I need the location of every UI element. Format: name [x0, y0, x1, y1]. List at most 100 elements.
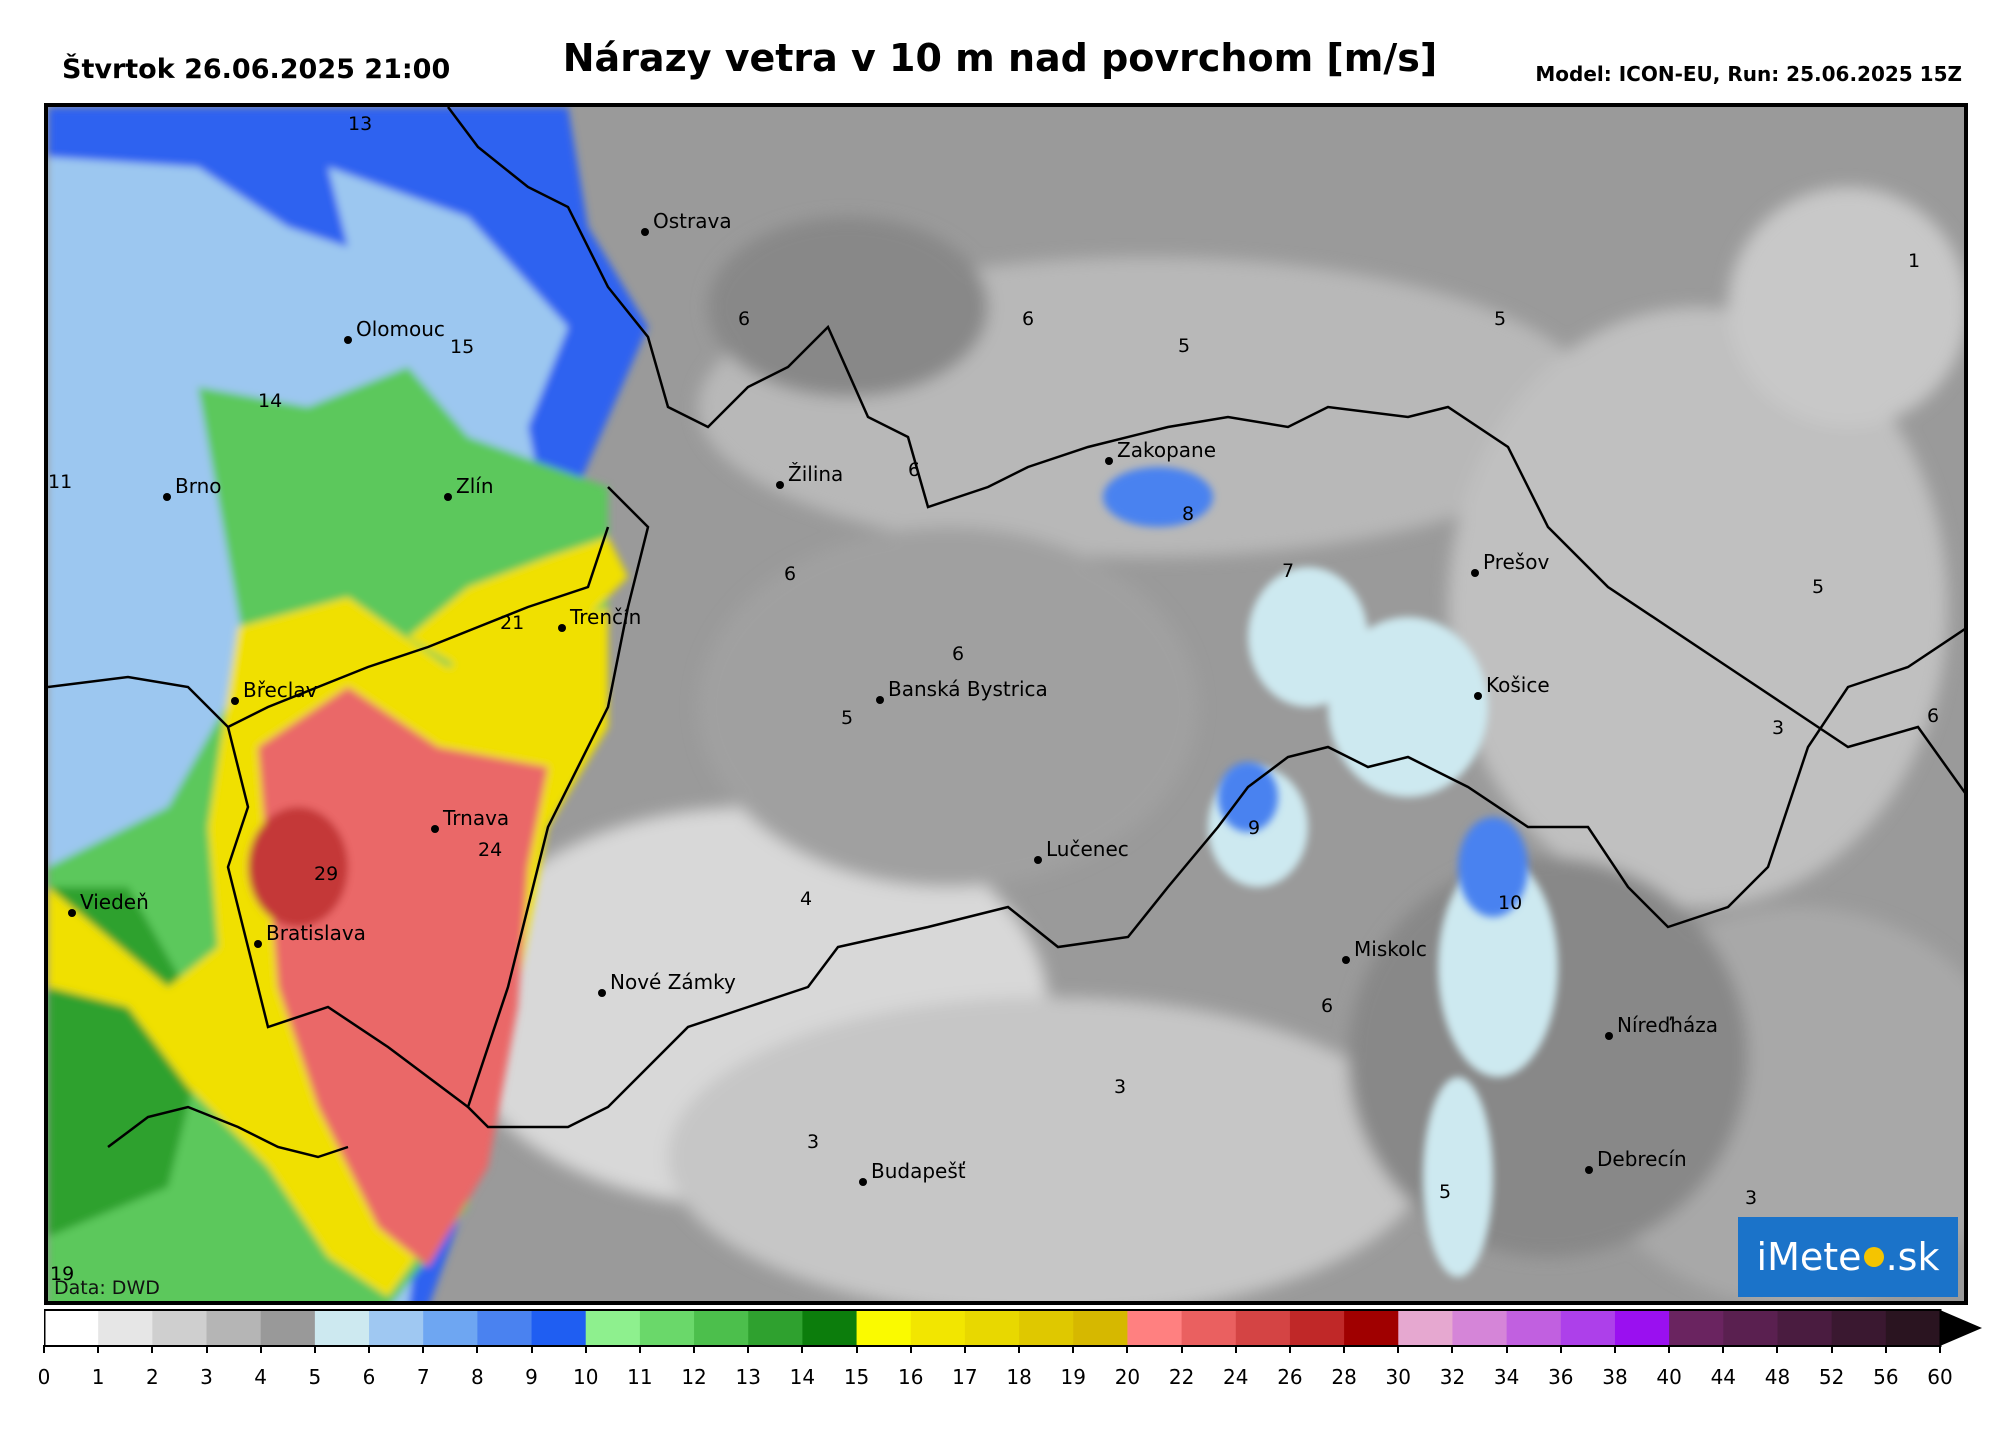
- colorbar-tick: [638, 1345, 641, 1353]
- colorbar-tick: [1830, 1345, 1833, 1353]
- colorbar-segment: [748, 1310, 803, 1346]
- colorbar-tick: [97, 1345, 100, 1353]
- colorbar-segment: [1452, 1310, 1508, 1346]
- contour-level-label: 3: [807, 1131, 819, 1153]
- city-label: Ostrava: [653, 209, 732, 233]
- colorbar-tick: [259, 1345, 262, 1353]
- colorbar-tick: [1613, 1345, 1616, 1353]
- contour-level-label: 4: [800, 888, 812, 910]
- contour-level-label: 3: [1772, 717, 1784, 739]
- colorbar-tick-label: 36: [1548, 1365, 1574, 1389]
- wind-gust-map: Ostrava Olomouc Brno Zlín Žilina Zakopane Preš…: [44, 103, 1968, 1305]
- colorbar-tick: [855, 1345, 858, 1353]
- city-dot: [68, 909, 76, 917]
- contour-level-label: 5: [1178, 335, 1190, 357]
- colorbar-segment: [98, 1310, 153, 1346]
- imeteo-logo[interactable]: iMete .sk: [1738, 1217, 1958, 1297]
- city-label: Prešov: [1483, 550, 1549, 574]
- colorbar-tick: [747, 1345, 750, 1353]
- contour-level-label: 21: [500, 612, 524, 634]
- colorbar-tick-label: 44: [1710, 1365, 1737, 1389]
- valid-time: Štvrtok 26.06.2025 21:00: [62, 54, 451, 85]
- city-label: Banská Bystrica: [888, 677, 1048, 701]
- colorbar-tick-label: 9: [525, 1365, 538, 1389]
- contour-level-label: 10: [1498, 892, 1522, 914]
- colorbar-tick-label: 19: [1060, 1365, 1086, 1389]
- colorbar-tick-label: 7: [416, 1365, 430, 1389]
- colorbar-segment: [1506, 1310, 1562, 1346]
- city-dot: [1605, 1032, 1613, 1040]
- contour-level-label: 5: [1439, 1181, 1451, 1203]
- colorbar-segment: [369, 1310, 424, 1346]
- colorbar-tick: [909, 1345, 912, 1353]
- colorbar-tick-label: 0: [37, 1365, 51, 1389]
- colorbar-tick-label: 28: [1331, 1365, 1357, 1389]
- city-dot: [1585, 1166, 1593, 1174]
- colorbar-tick: [963, 1345, 966, 1353]
- colorbar-segment: [1560, 1310, 1616, 1346]
- sun-icon: [1863, 1247, 1884, 1267]
- colorbar-segment: [1127, 1310, 1183, 1346]
- colorbar-tick-label: 2: [145, 1365, 159, 1389]
- city-dot: [1471, 569, 1479, 577]
- colorbar-segment: [1831, 1310, 1887, 1346]
- contour-level-label: 1: [1908, 250, 1920, 272]
- colorbar-tick-label: 8: [470, 1365, 484, 1389]
- colorbar-tick-label: 30: [1385, 1365, 1412, 1389]
- contour-level-label: 3: [1745, 1187, 1757, 1209]
- colorbar-tick-label: 38: [1602, 1365, 1628, 1389]
- colorbar-segment: [1885, 1310, 1941, 1346]
- city-dot: [1474, 692, 1482, 700]
- city-label: Trnava: [442, 806, 509, 830]
- contour-level-label: 6: [1022, 308, 1034, 330]
- colorbar-tick: [1397, 1345, 1400, 1353]
- city-label: Břeclav: [243, 678, 318, 702]
- contour-level-label: 13: [348, 113, 372, 135]
- city-label: Brno: [175, 474, 222, 498]
- contour-level-label: 6: [738, 308, 750, 330]
- colorbar-tick: [205, 1345, 208, 1353]
- city-label: Olomouc: [356, 317, 445, 341]
- city-dot: [344, 336, 352, 344]
- colorbar-tick-label: 13: [735, 1365, 761, 1389]
- contour-level-label: 5: [1494, 308, 1506, 330]
- colorbar-segment: [1669, 1310, 1724, 1346]
- colorbar-tick: [693, 1345, 696, 1353]
- colorbar-tick: [530, 1345, 533, 1353]
- colorbar-extend-arrow: [1940, 1310, 1982, 1346]
- colorbar-segment: [856, 1310, 912, 1346]
- level-labels: 13 1 6 6 5 5 15 14 11 6 8 7 5 6 21 6 6 5 3 9 24 29 4 10 6 3 3 5 3 19: [48, 113, 1939, 1285]
- contour-level-label: 5: [1812, 576, 1824, 598]
- colorbar-tick-label: 18: [1006, 1365, 1032, 1389]
- colorbar-tick: [1451, 1345, 1454, 1353]
- colorbar-segment: [1019, 1310, 1074, 1346]
- colorbar-tick: [801, 1345, 804, 1353]
- colorbar-tick-label: 12: [681, 1365, 707, 1389]
- colorbar-segment: [1181, 1310, 1237, 1346]
- city-label: Trenčín: [569, 605, 641, 629]
- colorbar-tick-label: 56: [1873, 1365, 1899, 1389]
- colorbar-segment: [639, 1310, 695, 1346]
- colorbar-tick: [43, 1345, 45, 1353]
- contour-level-label: 6: [1927, 705, 1939, 727]
- colorbar-tick: [368, 1345, 371, 1353]
- city-dot: [598, 989, 606, 997]
- colorbar-tick-label: 3: [200, 1365, 213, 1389]
- colorbar-tick: [1505, 1345, 1508, 1353]
- colorbar-segment: [1344, 1310, 1399, 1346]
- colorbar-segment: [206, 1310, 262, 1346]
- city-dot: [1342, 956, 1350, 964]
- colorbar-tick: [422, 1345, 425, 1353]
- colorbar-segment: [314, 1310, 370, 1346]
- colorbar-segment: [585, 1310, 641, 1346]
- city-label: Debrecín: [1597, 1147, 1687, 1171]
- colorbar-tick-label: 24: [1223, 1365, 1249, 1389]
- contour-level-label: 6: [1321, 995, 1333, 1017]
- contour-level-label: 5: [841, 707, 853, 729]
- colorbar-tick-label: 15: [843, 1365, 870, 1389]
- colorbar-tick-label: 20: [1114, 1365, 1141, 1389]
- colorbar-segment: [477, 1310, 533, 1346]
- colorbar-segment: [1777, 1310, 1833, 1346]
- colorbar-tick-label: 5: [308, 1365, 322, 1389]
- colorbar-tick-label: 52: [1818, 1365, 1845, 1389]
